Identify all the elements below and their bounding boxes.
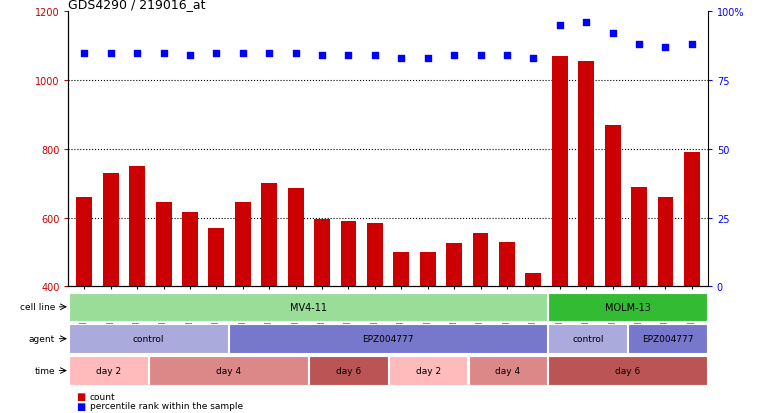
Point [78,50,91,57]
Text: agent: agent [29,335,55,343]
Bar [549,293,707,321]
Bar [446,244,462,413]
Bar [182,213,198,413]
Point [501,53,513,59]
Point [131,50,143,57]
Bar [149,356,307,385]
Bar [69,293,547,321]
Point [184,53,196,59]
Bar [549,325,627,353]
Text: MOLM-13: MOLM-13 [605,302,651,312]
Bar [261,184,277,413]
Bar [525,273,541,413]
Bar [393,252,409,413]
Text: ■: ■ [76,401,85,411]
Bar [367,223,383,413]
Text: count: count [90,392,116,401]
Bar [389,356,467,385]
Bar [76,197,92,413]
Text: percentile rank within the sample: percentile rank within the sample [90,401,243,410]
Bar [631,187,647,413]
Bar [473,233,489,413]
Text: day 4: day 4 [495,366,521,375]
Text: day 6: day 6 [615,366,641,375]
Point [686,42,698,49]
Point [474,53,486,59]
Bar [684,153,700,413]
Point [580,20,592,27]
Point [607,31,619,38]
Text: day 2: day 2 [96,366,121,375]
Bar [341,221,356,413]
Point [527,56,540,62]
Bar [69,356,148,385]
Text: MV4-11: MV4-11 [290,302,326,312]
Bar [235,203,251,413]
Bar [552,57,568,413]
Bar [605,126,620,413]
Point [395,56,407,62]
Point [158,50,170,57]
Point [105,50,117,57]
Bar [229,325,547,353]
Bar [658,197,673,413]
Point [263,50,275,57]
Point [210,50,222,57]
Point [659,45,671,51]
Bar [499,242,515,413]
Bar [549,356,707,385]
Bar [469,356,547,385]
Point [422,56,434,62]
Point [633,42,645,49]
Text: time: time [34,366,55,375]
Point [342,53,355,59]
Bar [629,325,707,353]
Point [554,23,566,29]
Text: control: control [132,335,164,343]
Bar [309,356,387,385]
Point [448,53,460,59]
Text: day 2: day 2 [416,366,441,375]
Bar [288,189,304,413]
Bar [420,252,435,413]
Text: EPZ004777: EPZ004777 [642,335,693,343]
Text: EPZ004777: EPZ004777 [362,335,414,343]
Bar [156,203,171,413]
Point [290,50,302,57]
Text: control: control [572,335,603,343]
Point [237,50,249,57]
Bar [69,325,228,353]
Bar [209,228,224,413]
Text: day 4: day 4 [215,366,241,375]
Bar [314,220,330,413]
Bar [578,62,594,413]
Text: ■: ■ [76,392,85,401]
Point [316,53,328,59]
Text: cell line: cell line [20,303,55,311]
Bar [103,173,119,413]
Text: day 6: day 6 [336,366,361,375]
Point [369,53,381,59]
Bar [129,166,145,413]
Text: GDS4290 / 219016_at: GDS4290 / 219016_at [68,0,206,11]
